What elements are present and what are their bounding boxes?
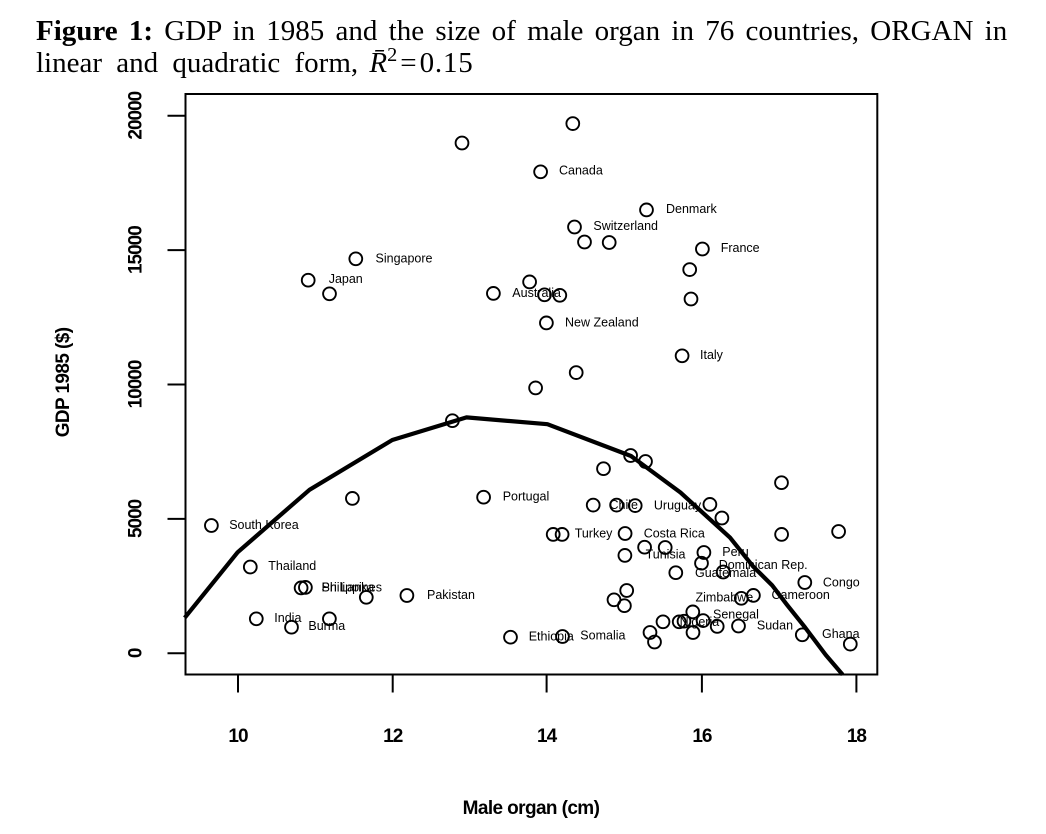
svg-text:0: 0 bbox=[126, 648, 147, 658]
svg-text:Switzerland: Switzerland bbox=[593, 219, 658, 233]
svg-text:Congo: Congo bbox=[823, 575, 860, 589]
svg-text:20000: 20000 bbox=[126, 91, 147, 139]
svg-text:Ethiopia: Ethiopia bbox=[529, 629, 574, 643]
svg-text:Philippines: Philippines bbox=[322, 580, 382, 594]
svg-text:10000: 10000 bbox=[126, 360, 147, 408]
svg-text:Nigeria: Nigeria bbox=[680, 615, 720, 629]
svg-text:Pakistan: Pakistan bbox=[427, 588, 475, 602]
svg-text:Burma: Burma bbox=[308, 619, 345, 633]
svg-text:Ghana: Ghana bbox=[822, 627, 860, 641]
svg-text:India: India bbox=[274, 611, 301, 625]
svg-text:GDP 1985 ($): GDP 1985 ($) bbox=[53, 327, 74, 437]
svg-text:Tunisia: Tunisia bbox=[646, 547, 686, 561]
svg-text:Chile: Chile bbox=[610, 498, 639, 512]
svg-text:Portugal: Portugal bbox=[503, 489, 550, 503]
svg-text:Japan: Japan bbox=[329, 272, 363, 286]
svg-text:15000: 15000 bbox=[126, 226, 147, 274]
svg-text:Thailand: Thailand bbox=[268, 559, 316, 573]
svg-text:18: 18 bbox=[847, 726, 867, 747]
svg-text:Dominican Rep.: Dominican Rep. bbox=[719, 558, 808, 572]
svg-text:Canada: Canada bbox=[559, 164, 603, 178]
svg-text:Australia: Australia bbox=[512, 286, 561, 300]
svg-text:Senegal: Senegal bbox=[713, 607, 759, 621]
svg-text:New Zealand: New Zealand bbox=[565, 315, 639, 329]
svg-text:Costa Rica: Costa Rica bbox=[644, 526, 705, 540]
svg-text:5000: 5000 bbox=[126, 499, 147, 538]
svg-text:14: 14 bbox=[537, 726, 558, 747]
svg-text:Peru: Peru bbox=[722, 545, 748, 559]
svg-text:Sudan: Sudan bbox=[757, 618, 793, 632]
svg-text:10: 10 bbox=[228, 726, 248, 747]
svg-text:Male organ (cm): Male organ (cm) bbox=[463, 798, 600, 819]
svg-text:South Korea: South Korea bbox=[229, 518, 299, 532]
svg-text:Uruguay: Uruguay bbox=[654, 498, 702, 512]
svg-text:Italy: Italy bbox=[700, 348, 724, 362]
svg-text:Turkey: Turkey bbox=[575, 527, 613, 541]
svg-text:Singapore: Singapore bbox=[376, 252, 433, 266]
svg-text:Cameroon: Cameroon bbox=[772, 588, 830, 602]
svg-text:France: France bbox=[721, 241, 760, 255]
svg-text:12: 12 bbox=[383, 726, 403, 747]
svg-text:16: 16 bbox=[692, 726, 712, 747]
svg-text:Sri Lanka: Sri Lanka bbox=[322, 580, 375, 594]
svg-text:Somalia: Somalia bbox=[580, 629, 625, 643]
svg-text:Zimbabwe: Zimbabwe bbox=[696, 590, 754, 604]
svg-text:Denmark: Denmark bbox=[666, 202, 717, 216]
svg-text:Guatemala: Guatemala bbox=[695, 566, 756, 580]
